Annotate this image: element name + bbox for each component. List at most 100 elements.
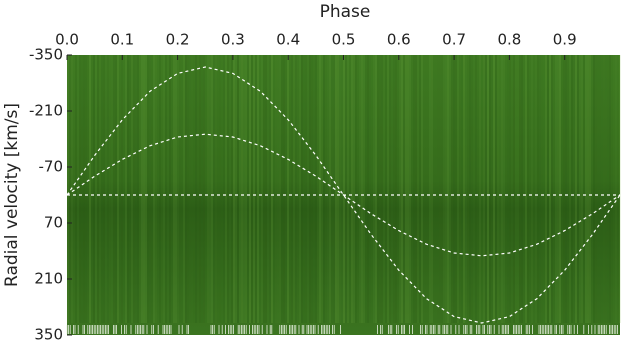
texture-stripe <box>203 55 205 323</box>
x-tick-label: 0.0 <box>55 31 79 49</box>
texture-stripe <box>233 55 235 323</box>
texture-stripe <box>169 55 171 323</box>
texture-stripe <box>605 55 607 323</box>
texture-stripe <box>555 55 557 323</box>
texture-stripe <box>119 55 121 323</box>
texture-stripe <box>79 55 81 323</box>
x-tick-label: 0.9 <box>553 31 577 49</box>
texture-stripe <box>577 55 579 323</box>
texture-stripe <box>253 55 255 323</box>
texture-stripe <box>81 55 83 323</box>
texture-stripe <box>241 55 243 323</box>
texture-stripe <box>397 55 399 323</box>
texture-stripe <box>429 55 431 323</box>
texture-stripe <box>483 55 485 323</box>
texture-stripe <box>263 55 265 323</box>
texture-stripe <box>247 55 249 323</box>
texture-stripe <box>113 55 115 323</box>
texture-stripe <box>465 55 467 323</box>
texture-stripe <box>301 55 303 323</box>
texture-stripe <box>561 55 563 323</box>
texture-stripe <box>143 55 145 323</box>
texture-stripe <box>107 55 109 323</box>
texture-stripe <box>385 55 387 323</box>
texture-stripe <box>303 55 305 323</box>
texture-stripe <box>403 55 405 323</box>
texture-stripe <box>373 55 375 323</box>
texture-stripe <box>279 55 281 323</box>
texture-stripe <box>515 55 517 323</box>
texture-stripe <box>145 55 147 323</box>
texture-stripe <box>413 55 415 323</box>
texture-stripe <box>223 55 225 323</box>
texture-stripe <box>365 55 367 323</box>
texture-stripe <box>335 55 337 323</box>
y-axis-label: Radial velocity [km/s] <box>2 103 22 287</box>
y-tick-label: 70 <box>44 214 63 232</box>
texture-stripe <box>337 55 339 323</box>
texture-stripe <box>125 55 127 323</box>
texture-stripe <box>75 55 77 323</box>
texture-stripe <box>463 55 465 323</box>
x-tick-label: 0.5 <box>332 31 356 49</box>
texture-stripe <box>431 55 433 323</box>
x-tick-label: 0.4 <box>276 31 300 49</box>
texture-stripe <box>297 55 299 323</box>
texture-stripe <box>537 55 539 323</box>
texture-stripe <box>599 55 601 323</box>
texture-stripe <box>457 55 459 323</box>
texture-stripe <box>399 55 401 323</box>
texture-stripe <box>273 55 275 323</box>
texture-stripe <box>487 55 489 323</box>
texture-stripe <box>183 55 185 323</box>
texture-stripe <box>129 55 131 323</box>
texture-stripe <box>579 55 581 323</box>
y-tick-label: -350 <box>29 46 63 64</box>
texture-stripe <box>213 55 215 323</box>
texture-stripe <box>611 55 613 323</box>
texture-stripe <box>477 55 479 323</box>
texture-stripe <box>73 55 75 323</box>
texture-stripe <box>541 55 543 323</box>
texture-stripe <box>215 55 217 323</box>
texture-stripe <box>467 55 469 323</box>
texture-stripe <box>275 55 277 323</box>
texture-stripe <box>181 55 183 323</box>
texture-stripe <box>389 55 391 323</box>
texture-stripe <box>315 55 317 323</box>
texture-stripe <box>127 55 129 323</box>
y-tick-label: 210 <box>34 270 63 288</box>
texture-stripe <box>351 55 353 323</box>
texture-stripe <box>449 55 451 323</box>
texture-stripe <box>307 55 309 323</box>
texture-stripe <box>393 55 395 323</box>
texture-stripe <box>199 55 201 323</box>
texture-stripe <box>551 55 553 323</box>
texture-stripe <box>357 55 359 323</box>
texture-stripe <box>427 55 429 323</box>
texture-stripe <box>177 55 179 323</box>
texture-stripe <box>105 55 107 323</box>
texture-stripe <box>89 55 91 323</box>
texture-stripe <box>163 55 165 323</box>
texture-stripe <box>243 55 245 323</box>
texture-stripe <box>319 55 321 323</box>
texture-stripe <box>571 55 573 323</box>
texture-stripe <box>191 55 193 323</box>
texture-stripe <box>451 55 453 323</box>
texture-stripe <box>447 55 449 323</box>
texture-stripe <box>489 55 491 323</box>
texture-stripe <box>453 55 455 323</box>
texture-stripe <box>545 55 547 323</box>
texture-stripe <box>353 55 355 323</box>
texture-stripe <box>443 55 445 323</box>
texture-stripe <box>277 55 279 323</box>
texture-stripe <box>499 55 501 323</box>
x-tick-label: 0.1 <box>110 31 134 49</box>
texture-stripe <box>325 55 327 323</box>
texture-stripe <box>407 55 409 323</box>
texture-stripe <box>359 55 361 323</box>
texture-stripe <box>381 55 383 323</box>
texture-stripe <box>441 55 443 323</box>
texture-stripe <box>133 55 135 323</box>
